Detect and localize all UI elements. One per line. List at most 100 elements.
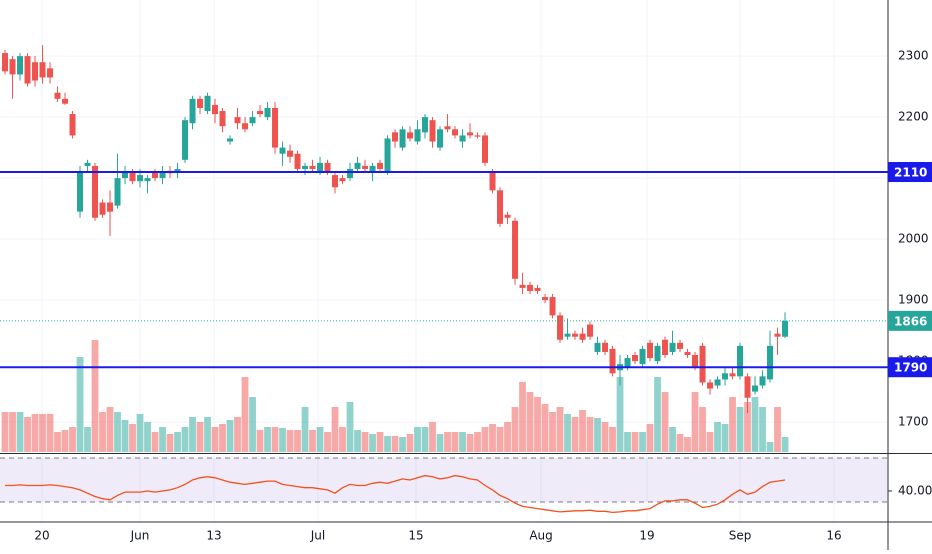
- candle-body: [159, 172, 166, 179]
- volume-bar: [286, 430, 294, 452]
- volume-bar: [406, 434, 414, 452]
- candle-body: [339, 178, 346, 182]
- candle-body: [309, 165, 316, 169]
- volume-bar: [189, 417, 196, 452]
- candle-body: [557, 315, 564, 340]
- volume-bar: [54, 432, 61, 452]
- volume-bar: [421, 427, 429, 452]
- candle-body: [564, 333, 571, 337]
- candle-body: [737, 345, 744, 377]
- candle-body: [632, 355, 639, 362]
- rsi-line: [5, 474, 786, 514]
- candle-body: [24, 56, 31, 84]
- candle-body: [279, 147, 286, 154]
- volume-bar: [16, 412, 24, 452]
- volume-bar: [219, 424, 226, 452]
- volume-bar: [451, 432, 459, 452]
- candle-body: [347, 168, 354, 179]
- candle-body: [114, 178, 121, 206]
- candle-body: [69, 114, 76, 136]
- volume-bar: [504, 422, 511, 452]
- candle-body: [384, 138, 391, 173]
- y-tick-label: 2200: [898, 110, 929, 124]
- volume-bar: [691, 392, 699, 452]
- volume-bar: [534, 397, 541, 452]
- candle-body: [324, 162, 331, 173]
- rsi-band: [0, 457, 888, 502]
- candle-body: [377, 162, 384, 169]
- volume-bar: [211, 427, 219, 452]
- volume-bar: [121, 420, 129, 452]
- y-tick-label: 2000: [898, 232, 929, 246]
- volume-bar: [684, 437, 691, 452]
- candle-body: [707, 382, 714, 389]
- volume-bar: [271, 427, 279, 452]
- candle-body: [542, 297, 549, 301]
- candle-body: [92, 165, 99, 218]
- candle-body: [519, 284, 526, 288]
- volume-bar: [256, 430, 264, 452]
- rsi-tick-label: 40.00: [898, 483, 932, 497]
- candle-body: [99, 202, 106, 215]
- volume-bar: [549, 412, 556, 452]
- volume-bar: [24, 417, 31, 452]
- candle-body: [392, 132, 399, 142]
- volume-bar: [571, 417, 579, 452]
- volume-bar: [414, 427, 421, 452]
- candle-body: [587, 324, 594, 337]
- y-tick-label: 1900: [898, 293, 929, 307]
- x-tick-label: 16: [826, 529, 841, 543]
- candle-body: [482, 135, 489, 163]
- volume-bar: [226, 420, 234, 452]
- volume-bar: [166, 434, 174, 452]
- volume-bar: [729, 397, 736, 452]
- x-tick-label: Jul: [310, 529, 325, 543]
- candle-body: [189, 98, 196, 124]
- candle-body: [692, 355, 699, 368]
- candle-body: [429, 120, 436, 142]
- candle-body: [549, 297, 556, 316]
- candle-body: [9, 59, 16, 75]
- candle-body: [204, 95, 211, 112]
- volume-bar: [736, 407, 744, 452]
- volume-bar: [766, 442, 774, 452]
- candle-body: [362, 165, 369, 169]
- volume-bar: [714, 422, 721, 452]
- candle-body: [669, 342, 676, 352]
- volume-bar: [706, 432, 714, 452]
- volume-bar: [751, 397, 759, 452]
- x-tick-label: Aug: [529, 529, 552, 543]
- volume-bar: [114, 412, 121, 452]
- volume-bar: [46, 414, 54, 452]
- volume-bar: [234, 417, 241, 452]
- candle-body: [437, 129, 444, 148]
- candle-body: [752, 385, 759, 392]
- candle-body: [107, 202, 114, 212]
- level-box: [888, 162, 932, 183]
- candle-body: [122, 172, 129, 179]
- volume-bar: [391, 436, 399, 452]
- candle-body: [144, 178, 151, 182]
- volume-bar: [616, 377, 624, 452]
- volume-bar: [151, 432, 159, 452]
- volume-bar: [384, 436, 391, 452]
- volume-bar: [249, 397, 256, 452]
- volume-bar: [61, 430, 69, 452]
- volume-bar: [174, 432, 181, 452]
- candle-body: [452, 129, 459, 136]
- volume-bar: [294, 430, 301, 452]
- volume-bar: [676, 434, 684, 452]
- volume-bar: [496, 427, 504, 452]
- candle-body: [459, 135, 466, 142]
- candle-body: [174, 168, 181, 173]
- x-tick-label: Jun: [130, 529, 150, 543]
- candle-body: [767, 345, 774, 380]
- volume-bar: [511, 407, 519, 452]
- volume-bar: [376, 432, 384, 452]
- candle-body: [647, 342, 654, 359]
- candle-body: [609, 348, 616, 374]
- volume-bar: [586, 417, 594, 452]
- candle-body: [714, 379, 721, 386]
- candle-body: [32, 62, 39, 81]
